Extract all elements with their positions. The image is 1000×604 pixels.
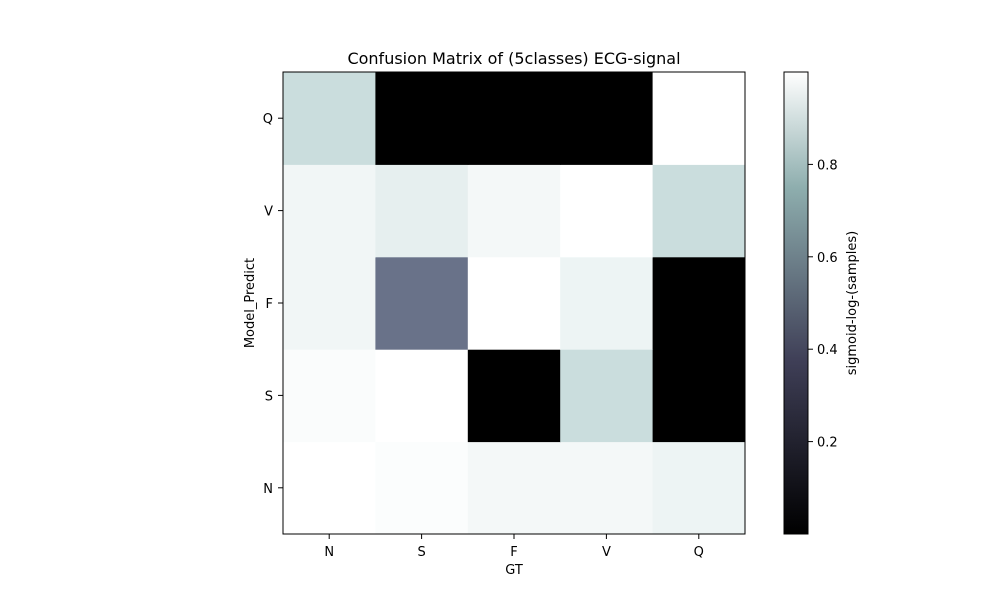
heatmap-cell-F-S [375, 256, 469, 350]
y-tick-label: S [265, 389, 273, 404]
x-tick-label: Q [694, 545, 704, 560]
heatmap-cell-V-F [467, 164, 561, 258]
heatmap-cells [283, 72, 746, 535]
heatmap-cell-S-S [375, 349, 469, 443]
chart-title: Confusion Matrix of (5classes) ECG-signa… [347, 49, 680, 68]
heatmap-cell-V-N [283, 164, 376, 258]
y-axis-ticks: N S F V Q [263, 112, 283, 497]
x-axis-label: GT [505, 563, 523, 578]
y-tick-label: N [263, 482, 273, 497]
colorbar-ticks: 0.2 0.4 0.6 0.8 [808, 158, 838, 451]
heatmap-cell-Q-Q [652, 72, 746, 165]
heatmap-cell-N-N [283, 441, 376, 535]
heatmap-cell-V-V [560, 164, 654, 258]
colorbar [783, 71, 809, 535]
heatmap-cell-F-V [560, 256, 654, 350]
x-tick-label: V [602, 545, 611, 560]
heatmap-cell-Q-F [467, 72, 561, 165]
heatmap-cell-S-F [467, 349, 561, 443]
heatmap-cell-S-N [283, 349, 376, 443]
heatmap-cell-Q-S [375, 72, 469, 165]
x-tick-label: S [417, 545, 425, 560]
heatmap-cell-V-Q [652, 164, 746, 258]
colorbar-label: sigmoid-log-(samples) [845, 231, 860, 376]
heatmap-cell-N-Q [652, 441, 746, 535]
heatmap-cell-F-Q [652, 256, 746, 350]
heatmap-cell-F-N [283, 256, 376, 350]
y-tick-label: F [266, 297, 273, 312]
y-tick-label: V [264, 205, 273, 220]
colorbar-tick-label: 0.8 [817, 158, 838, 173]
colorbar-tick-label: 0.6 [817, 251, 838, 266]
x-tick-label: N [324, 545, 334, 560]
y-axis-label: Model_Predict [243, 258, 258, 348]
heatmap-cell-N-S [375, 441, 469, 535]
heatmap-cell-S-Q [652, 349, 746, 443]
colorbar-tick-label: 0.2 [817, 436, 838, 451]
x-tick-label: F [510, 545, 517, 560]
heatmap-cell-F-F [467, 256, 561, 350]
y-tick-label: Q [263, 112, 273, 127]
heatmap-cell-V-S [375, 164, 469, 258]
heatmap-cell-S-V [560, 349, 654, 443]
heatmap-cell-N-V [560, 441, 654, 535]
heatmap-cell-Q-N [283, 72, 376, 165]
colorbar-tick-label: 0.4 [817, 343, 838, 358]
heatmap-cell-N-F [467, 441, 561, 535]
heatmap-cell-Q-V [560, 72, 654, 165]
